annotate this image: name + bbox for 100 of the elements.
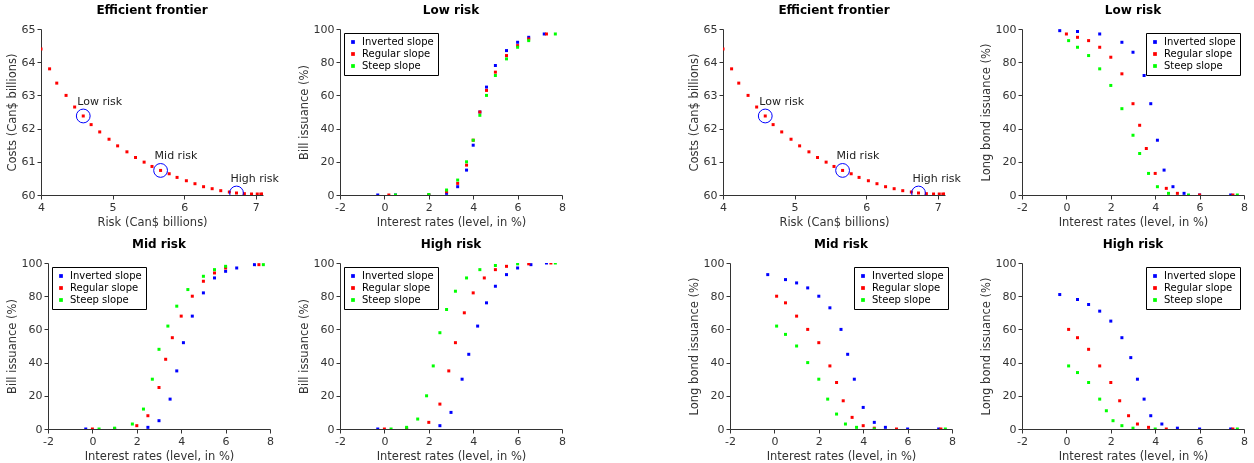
- annotation: Mid risk: [836, 149, 880, 163]
- x-axis-title: Interest rates (level, in %): [376, 448, 527, 463]
- chart-title: Mid risk: [814, 237, 869, 251]
- y-tick-label: 100: [313, 22, 335, 36]
- y-tick-label: 80: [28, 289, 43, 303]
- y-tick-label: 0: [35, 422, 43, 436]
- chart-title: High risk: [420, 237, 483, 251]
- y-tick-label: 60: [710, 322, 725, 336]
- legend-label: Regular slope: [1164, 48, 1233, 59]
- legend-label: Steep slope: [70, 294, 129, 305]
- x-axis-title: Interest rates (level, in %): [376, 214, 527, 229]
- x-tick-label: 4: [178, 434, 186, 448]
- x-tick-label: 4: [470, 200, 478, 214]
- y-tick-label: 20: [320, 389, 335, 403]
- legend-label: Regular slope: [362, 48, 431, 59]
- x-tick-label: 6: [863, 200, 871, 214]
- y-tick-label: 62: [703, 122, 718, 136]
- y-axis-title: Long bond issuance (%): [978, 43, 993, 182]
- y-tick-label: 20: [710, 389, 725, 403]
- y-tick-label: 61: [703, 155, 718, 169]
- y-tick-label: 60: [28, 322, 43, 336]
- x-tick-label: 4: [860, 434, 868, 448]
- legend-label: Steep slope: [1164, 294, 1223, 305]
- x-tick-label: 8: [559, 200, 566, 214]
- y-tick-label: 80: [1002, 289, 1017, 303]
- y-tick-label: 40: [1002, 356, 1017, 370]
- x-tick-label: 6: [514, 200, 522, 214]
- x-tick-label: 0: [381, 200, 389, 214]
- chart-title: Efficient frontier: [778, 3, 890, 17]
- x-tick-label: 5: [109, 200, 117, 214]
- y-tick-label: 60: [320, 322, 335, 336]
- y-tick-label: 20: [1002, 389, 1017, 403]
- y-tick-label: 40: [28, 356, 43, 370]
- x-axis-title: Interest rates (level, in %): [1058, 214, 1209, 229]
- legend-label: Inverted slope: [362, 36, 434, 47]
- x-tick-label: 0: [1063, 434, 1071, 448]
- x-axis-title: Risk (Can$ billions): [97, 214, 208, 229]
- y-tick-label: 60: [703, 188, 718, 202]
- legend-label: Regular slope: [70, 282, 139, 293]
- y-tick-label: 60: [21, 188, 36, 202]
- y-tick-label: 62: [21, 122, 36, 136]
- y-tick-label: 80: [710, 289, 725, 303]
- y-tick-label: 61: [21, 155, 36, 169]
- x-tick-label: 6: [1196, 200, 1204, 214]
- annotation: Low risk: [77, 94, 123, 108]
- x-tick-label: 5: [791, 200, 799, 214]
- legend-label: Inverted slope: [70, 270, 142, 281]
- x-axis-title: Interest rates (level, in %): [84, 448, 235, 463]
- x-tick-label: 4: [470, 434, 478, 448]
- x-tick-label: 4: [720, 200, 727, 214]
- y-axis-title: Costs (Can$ billions): [4, 53, 19, 172]
- y-tick-label: 65: [21, 22, 36, 36]
- x-tick-label: 6: [222, 434, 230, 448]
- y-tick-label: 64: [21, 55, 36, 69]
- y-tick-label: 0: [1009, 188, 1017, 202]
- y-tick-label: 0: [327, 188, 335, 202]
- legend-label: Steep slope: [1164, 60, 1223, 71]
- x-tick-label: 6: [904, 434, 912, 448]
- legend-label: Inverted slope: [1164, 270, 1236, 281]
- x-tick-label: 7: [934, 200, 942, 214]
- x-tick-label: 8: [949, 434, 956, 448]
- y-tick-label: 64: [703, 55, 718, 69]
- x-tick-label: 8: [559, 434, 566, 448]
- annotation: High risk: [912, 172, 962, 186]
- x-tick-label: 0: [89, 434, 97, 448]
- annotation: Mid risk: [154, 149, 198, 163]
- legend-label: Steep slope: [872, 294, 931, 305]
- legend-label: Regular slope: [872, 282, 941, 293]
- chart-title: High risk: [1102, 237, 1165, 251]
- y-tick-label: 0: [327, 422, 335, 436]
- x-tick-label: 2: [133, 434, 141, 448]
- y-tick-label: 20: [1002, 155, 1017, 169]
- x-tick-label: -2: [1017, 434, 1028, 448]
- legend-label: Inverted slope: [1164, 36, 1236, 47]
- y-axis-title: Costs (Can$ billions): [686, 53, 701, 172]
- x-tick-label: -2: [335, 200, 346, 214]
- y-axis-title: Bill issuance (%): [296, 65, 311, 160]
- annotation: High risk: [230, 172, 280, 186]
- y-tick-label: 20: [320, 155, 335, 169]
- x-tick-label: 8: [267, 434, 274, 448]
- y-tick-label: 60: [1002, 88, 1017, 102]
- x-tick-label: -2: [335, 434, 346, 448]
- y-axis-title: Bill issuance (%): [4, 299, 19, 394]
- y-tick-label: 40: [1002, 122, 1017, 136]
- y-tick-label: 100: [313, 256, 335, 270]
- y-tick-label: 0: [717, 422, 725, 436]
- legend-label: Inverted slope: [872, 270, 944, 281]
- y-tick-label: 80: [1002, 55, 1017, 69]
- x-tick-label: 0: [771, 434, 779, 448]
- x-tick-label: 6: [181, 200, 189, 214]
- x-tick-label: 2: [815, 434, 823, 448]
- x-tick-label: 2: [1107, 434, 1115, 448]
- y-tick-label: 40: [320, 356, 335, 370]
- x-axis-title: Risk (Can$ billions): [779, 214, 890, 229]
- x-tick-label: 4: [1152, 200, 1160, 214]
- chart-title: Efficient frontier: [96, 3, 208, 17]
- y-axis-title: Long bond issuance (%): [978, 277, 993, 416]
- chart-title: Low risk: [422, 3, 481, 17]
- x-tick-label: 8: [1241, 434, 1248, 448]
- x-tick-label: 6: [514, 434, 522, 448]
